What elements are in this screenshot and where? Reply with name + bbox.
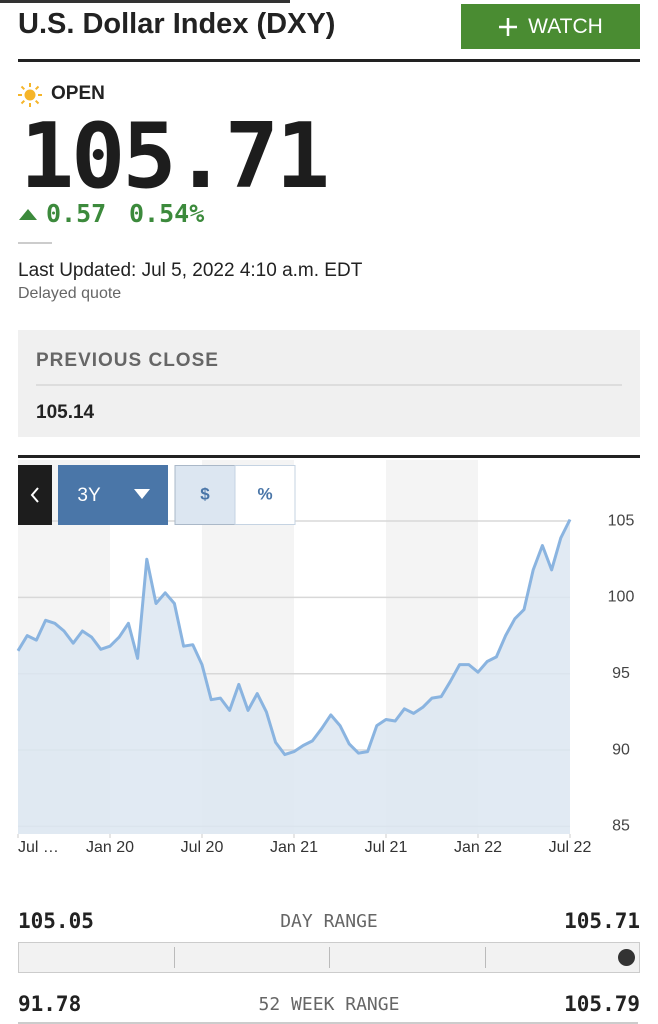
x-tick-label: Jul … (18, 839, 59, 856)
percent-label: % (257, 484, 272, 503)
x-tick-label: Jul 20 (181, 839, 224, 856)
y-tick-label: 95 (612, 665, 630, 682)
x-tick-label: Jul 21 (365, 839, 408, 856)
y-tick-label: 105 (608, 512, 635, 529)
price: 105.71 (20, 104, 330, 209)
previous-close-label: PREVIOUS CLOSE (36, 350, 219, 371)
divider (18, 59, 640, 62)
track-divider (485, 947, 486, 968)
sun-icon (18, 83, 42, 107)
divider (18, 455, 640, 458)
x-tick-label: Jan 21 (270, 839, 318, 856)
change: 0.57 (46, 199, 107, 228)
x-tick-label: Jan 20 (86, 839, 134, 856)
change-percent: 0.54% (129, 199, 205, 228)
day-range-track (18, 942, 640, 973)
previous-close-value: 105.14 (36, 402, 95, 423)
up-arrow (19, 209, 37, 220)
dropdown-arrow (134, 489, 150, 499)
week-range-label: 52 WEEK RANGE (258, 994, 400, 1015)
delayed-note: Delayed quote (18, 285, 122, 302)
top-bar (0, 0, 290, 3)
plus-icon (499, 17, 518, 36)
back-button[interactable] (18, 465, 52, 525)
range-dropdown[interactable] (58, 465, 168, 525)
back-icon (30, 487, 39, 503)
page-title: U.S. Dollar Index (DXY) (18, 8, 336, 40)
track-divider (329, 947, 330, 968)
percent-toggle[interactable] (234, 465, 296, 525)
previous-close-box: PREVIOUS CLOSE 105.14 (18, 330, 640, 437)
x-tick-label: Jul 22 (549, 839, 592, 856)
last-updated: Last Updated: Jul 5, 2022 4:10 a.m. EDT (18, 260, 363, 281)
y-tick-label: 100 (608, 589, 635, 606)
track-divider (174, 947, 175, 968)
day-range-low: 105.05 (18, 909, 94, 933)
range-label: 3Y (77, 485, 101, 506)
watch-button[interactable]: WATCH (461, 4, 640, 49)
week-range-low: 91.78 (18, 992, 82, 1016)
chart-controls: 3Y $% (18, 465, 296, 525)
box-rule (36, 384, 622, 386)
y-tick-label: 85 (612, 818, 630, 835)
day-range-high: 105.71 (564, 909, 640, 933)
day-range-label: DAY RANGE (280, 911, 378, 932)
watch-label: WATCH (528, 14, 603, 38)
market-status: OPEN (51, 83, 105, 104)
chart: 85 90 95 100 105 Jul … Jan 20 Jul 20 Jan 21 Jul 2… (16, 460, 635, 856)
week-range-high: 105.79 (564, 992, 640, 1016)
week-range-track (18, 1022, 638, 1024)
dollar-toggle[interactable] (174, 465, 236, 525)
x-tick-label: Jan 22 (454, 839, 502, 856)
short-rule (18, 242, 52, 244)
day-range-marker (618, 949, 635, 966)
price-line (16, 518, 572, 757)
area-fill (18, 519, 570, 834)
y-tick-label: 90 (612, 741, 630, 758)
dollar-label: $ (200, 484, 210, 503)
